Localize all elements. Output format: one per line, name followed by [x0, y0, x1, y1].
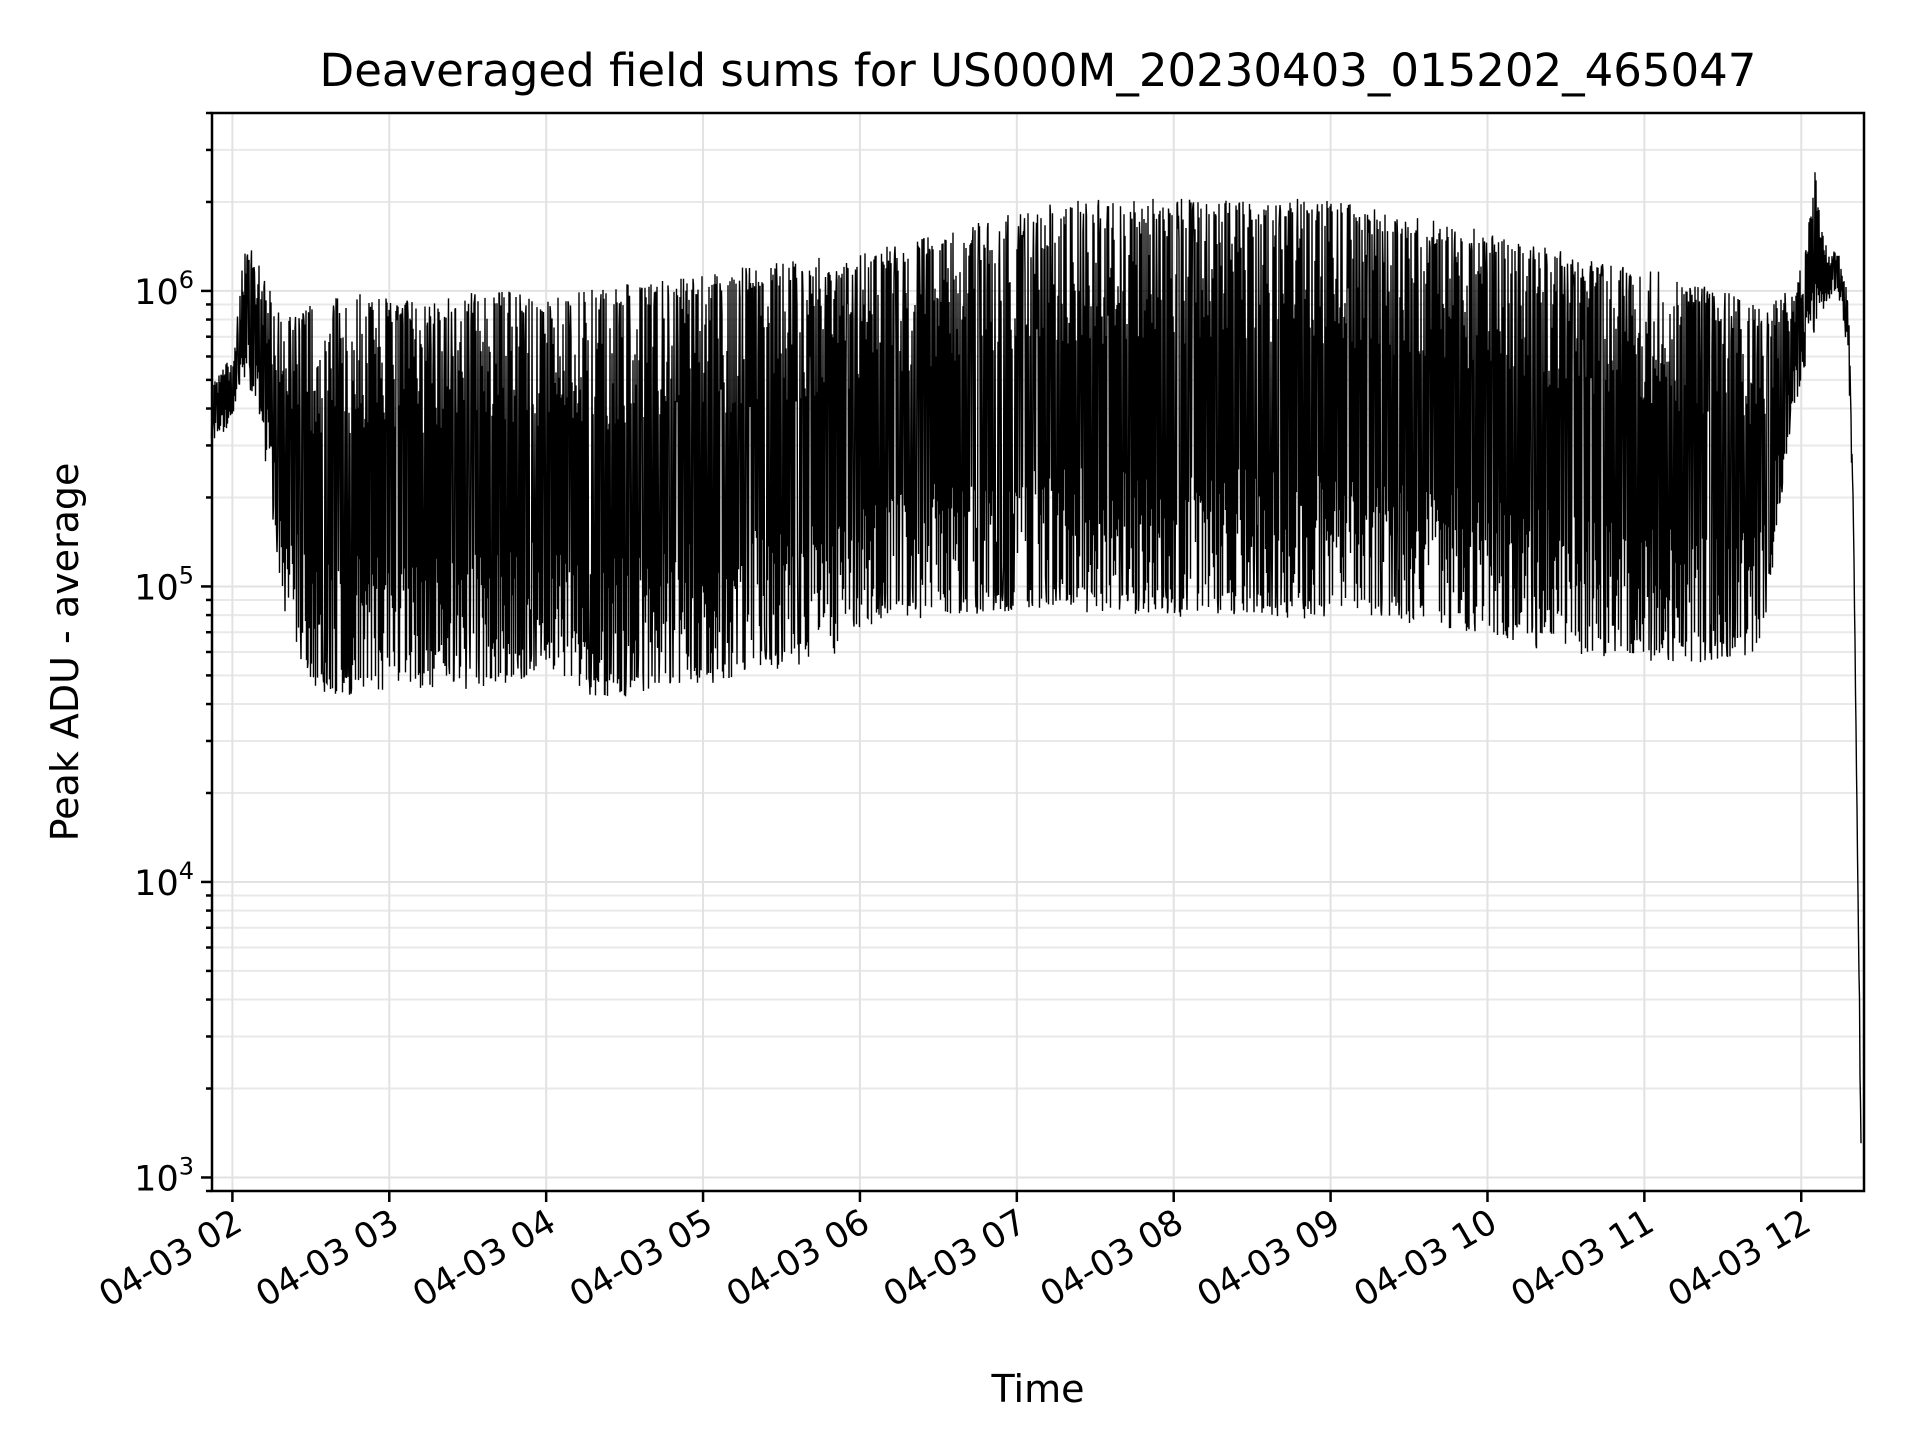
y-tick-exponent: 5: [179, 561, 194, 589]
x-tick-label: 04-03 05: [563, 1202, 719, 1315]
y-tick-label: 104: [134, 857, 194, 904]
y-tick-base: 10: [134, 1159, 179, 1199]
y-tick-base: 10: [134, 568, 179, 608]
y-tick-label: 106: [134, 266, 194, 313]
y-axis-label: Peak ADU - average: [43, 463, 87, 842]
x-tick-label: 04-03 04: [406, 1202, 562, 1315]
y-tick-label: 103: [134, 1152, 194, 1199]
y-tick-exponent: 6: [179, 266, 194, 294]
x-tick-label: 04-03 10: [1348, 1202, 1504, 1315]
x-tick-label: 04-03 09: [1191, 1202, 1347, 1315]
x-tick-label: 04-03 06: [720, 1202, 876, 1315]
y-tick-exponent: 3: [179, 1152, 194, 1180]
chart-title: Deaveraged field sums for US000M_2023040…: [320, 44, 1757, 97]
y-tick-base: 10: [134, 273, 179, 313]
x-tick-label: 04-03 03: [249, 1202, 405, 1315]
x-tick-label: 04-03 08: [1034, 1202, 1190, 1315]
y-tick-label: 105: [134, 561, 194, 608]
x-axis-label: Time: [991, 1367, 1085, 1411]
series-line: [210, 172, 1862, 1144]
x-tick-label: 04-03 02: [93, 1202, 249, 1315]
x-tick-label: 04-03 07: [877, 1202, 1033, 1315]
x-axis: 04-03 02 04-03 03 04-03 04 04-03 05 04-03 06…: [93, 1191, 1818, 1315]
x-tick-label: 04-03 11: [1505, 1202, 1661, 1315]
x-tick-label: 04-03 12: [1661, 1202, 1817, 1315]
y-tick-base: 10: [134, 864, 179, 904]
y-tick-exponent: 4: [179, 857, 194, 885]
